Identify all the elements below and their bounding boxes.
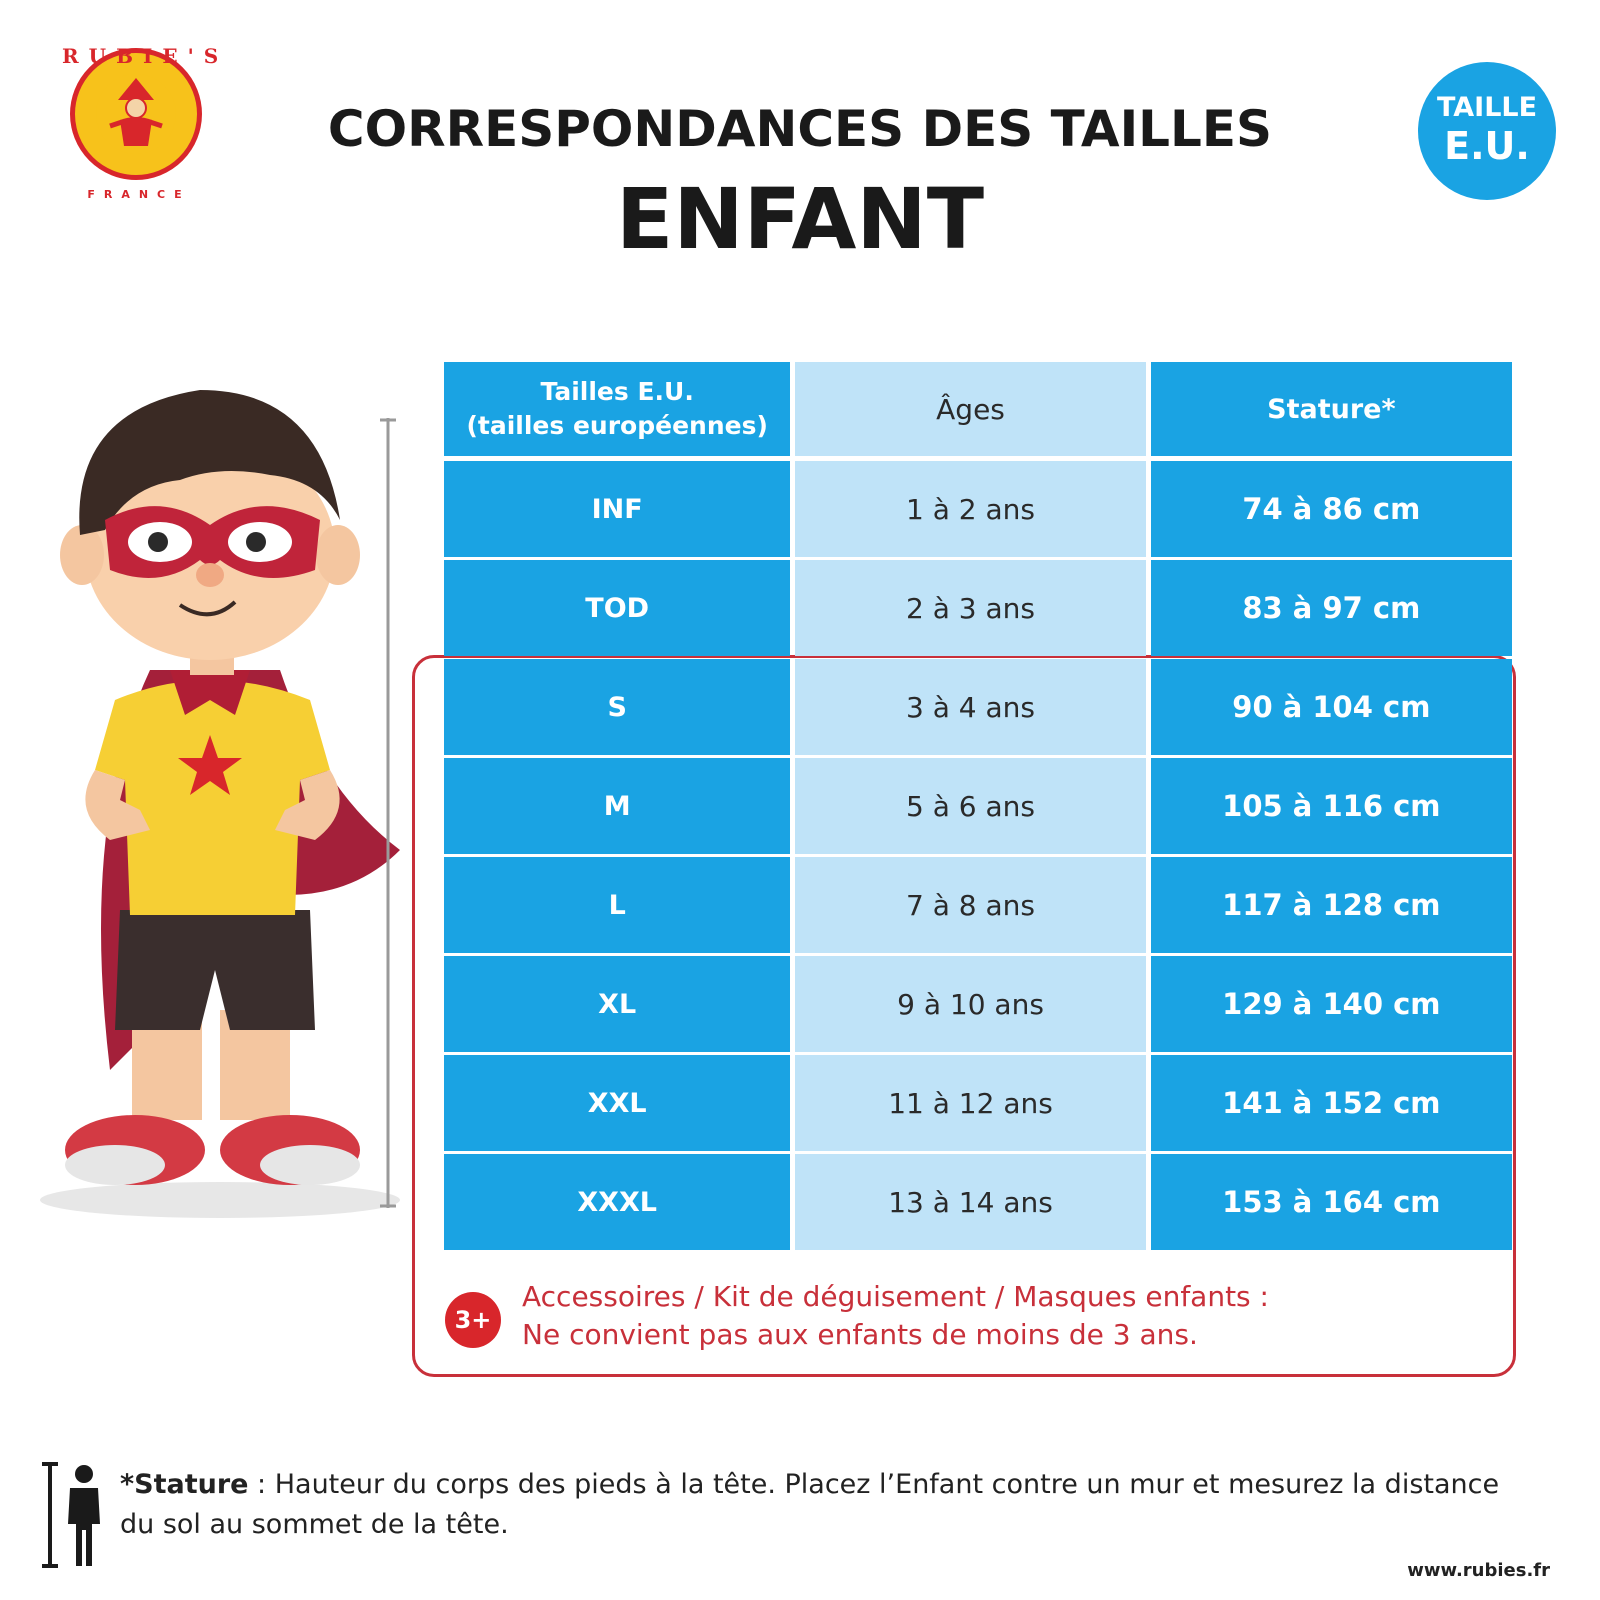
age-cell: 2 à 3 ans <box>795 560 1146 656</box>
table-row: INF 1 à 2 ans 74 à 86 cm <box>444 461 1512 557</box>
stature-cell: 74 à 86 cm <box>1150 461 1512 557</box>
age-cell: 13 à 14 ans <box>795 1154 1146 1250</box>
jester-icon <box>96 74 176 154</box>
stature-note-text: : Hauteur du corps des pieds à la tête. … <box>120 1469 1500 1540</box>
logo-word: RUBIE'S <box>62 44 229 68</box>
stature-cell: 83 à 97 cm <box>1150 560 1512 656</box>
header-age: Âges <box>795 362 1146 456</box>
stature-cell: 90 à 104 cm <box>1150 659 1512 755</box>
age-warning-badge: 3+ <box>445 1292 501 1348</box>
stature-cell: 153 à 164 cm <box>1150 1154 1512 1250</box>
table-row: S 3 à 4 ans 90 à 104 cm <box>444 659 1512 755</box>
badge-line1: TAILLE <box>1436 92 1538 123</box>
age-cell: 1 à 2 ans <box>795 461 1146 557</box>
header-size: Tailles E.U. (tailles européennes) <box>444 362 791 456</box>
table-row: XXXL 13 à 14 ans 153 à 164 cm <box>444 1154 1512 1250</box>
size-cell: XL <box>444 956 791 1052</box>
size-standard-badge: TAILLE E.U. <box>1418 62 1556 200</box>
stature-cell: 117 à 128 cm <box>1150 857 1512 953</box>
size-cell: L <box>444 857 791 953</box>
stature-cell: 141 à 152 cm <box>1150 1055 1512 1151</box>
age-cell: 9 à 10 ans <box>795 956 1146 1052</box>
age-cell: 7 à 8 ans <box>795 857 1146 953</box>
header-stature: Stature* <box>1150 362 1512 456</box>
age-cell: 3 à 4 ans <box>795 659 1146 755</box>
table-row: XXL 11 à 12 ans 141 à 152 cm <box>444 1055 1512 1151</box>
warning-line2: Ne convient pas aux enfants de moins de … <box>522 1318 1198 1351</box>
child-superhero-illustration <box>40 390 400 1218</box>
stature-cell: 105 à 116 cm <box>1150 758 1512 854</box>
logo-country: FRANCE <box>87 188 191 201</box>
size-cell: M <box>444 758 791 854</box>
size-cell: TOD <box>444 560 791 656</box>
page-subtitle: ENFANT <box>615 170 985 268</box>
header-size-line1: Tailles E.U. <box>540 377 694 406</box>
size-cell: XXXL <box>444 1154 791 1250</box>
table-header-row: Tailles E.U. (tailles européennes) Âges … <box>444 362 1512 456</box>
size-cell: S <box>444 659 791 755</box>
highlight-frame <box>412 655 1516 1377</box>
size-table: Tailles E.U. (tailles européennes) Âges … <box>444 362 1512 1253</box>
table-row: L 7 à 8 ans 117 à 128 cm <box>444 857 1512 953</box>
rubies-logo: RUBIE'S FRANCE <box>62 44 218 208</box>
size-cell: XXL <box>444 1055 791 1151</box>
person-height-icon <box>42 1462 100 1568</box>
stature-note: *Stature : Hauteur du corps des pieds à … <box>120 1465 1500 1545</box>
stature-note-label: *Stature <box>120 1469 249 1500</box>
website-url: www.rubies.fr <box>1407 1560 1550 1581</box>
warning-line1: Accessoires / Kit de déguisement / Masqu… <box>522 1280 1269 1313</box>
badge-line2: E.U. <box>1444 124 1530 168</box>
logo-circle <box>70 48 202 180</box>
table-row: XL 9 à 10 ans 129 à 140 cm <box>444 956 1512 1052</box>
age-cell: 5 à 6 ans <box>795 758 1146 854</box>
age-warning-text: Accessoires / Kit de déguisement / Masqu… <box>522 1278 1442 1354</box>
age-cell: 11 à 12 ans <box>795 1055 1146 1151</box>
stature-cell: 129 à 140 cm <box>1150 956 1512 1052</box>
size-cell: INF <box>444 461 791 557</box>
table-row: M 5 à 6 ans 105 à 116 cm <box>444 758 1512 854</box>
page-title: CORRESPONDANCES DES TAILLES <box>327 100 1273 158</box>
header-size-line2: (tailles européennes) <box>466 411 768 440</box>
table-row: TOD 2 à 3 ans 83 à 97 cm <box>444 560 1512 656</box>
height-measure-line <box>380 418 396 1208</box>
